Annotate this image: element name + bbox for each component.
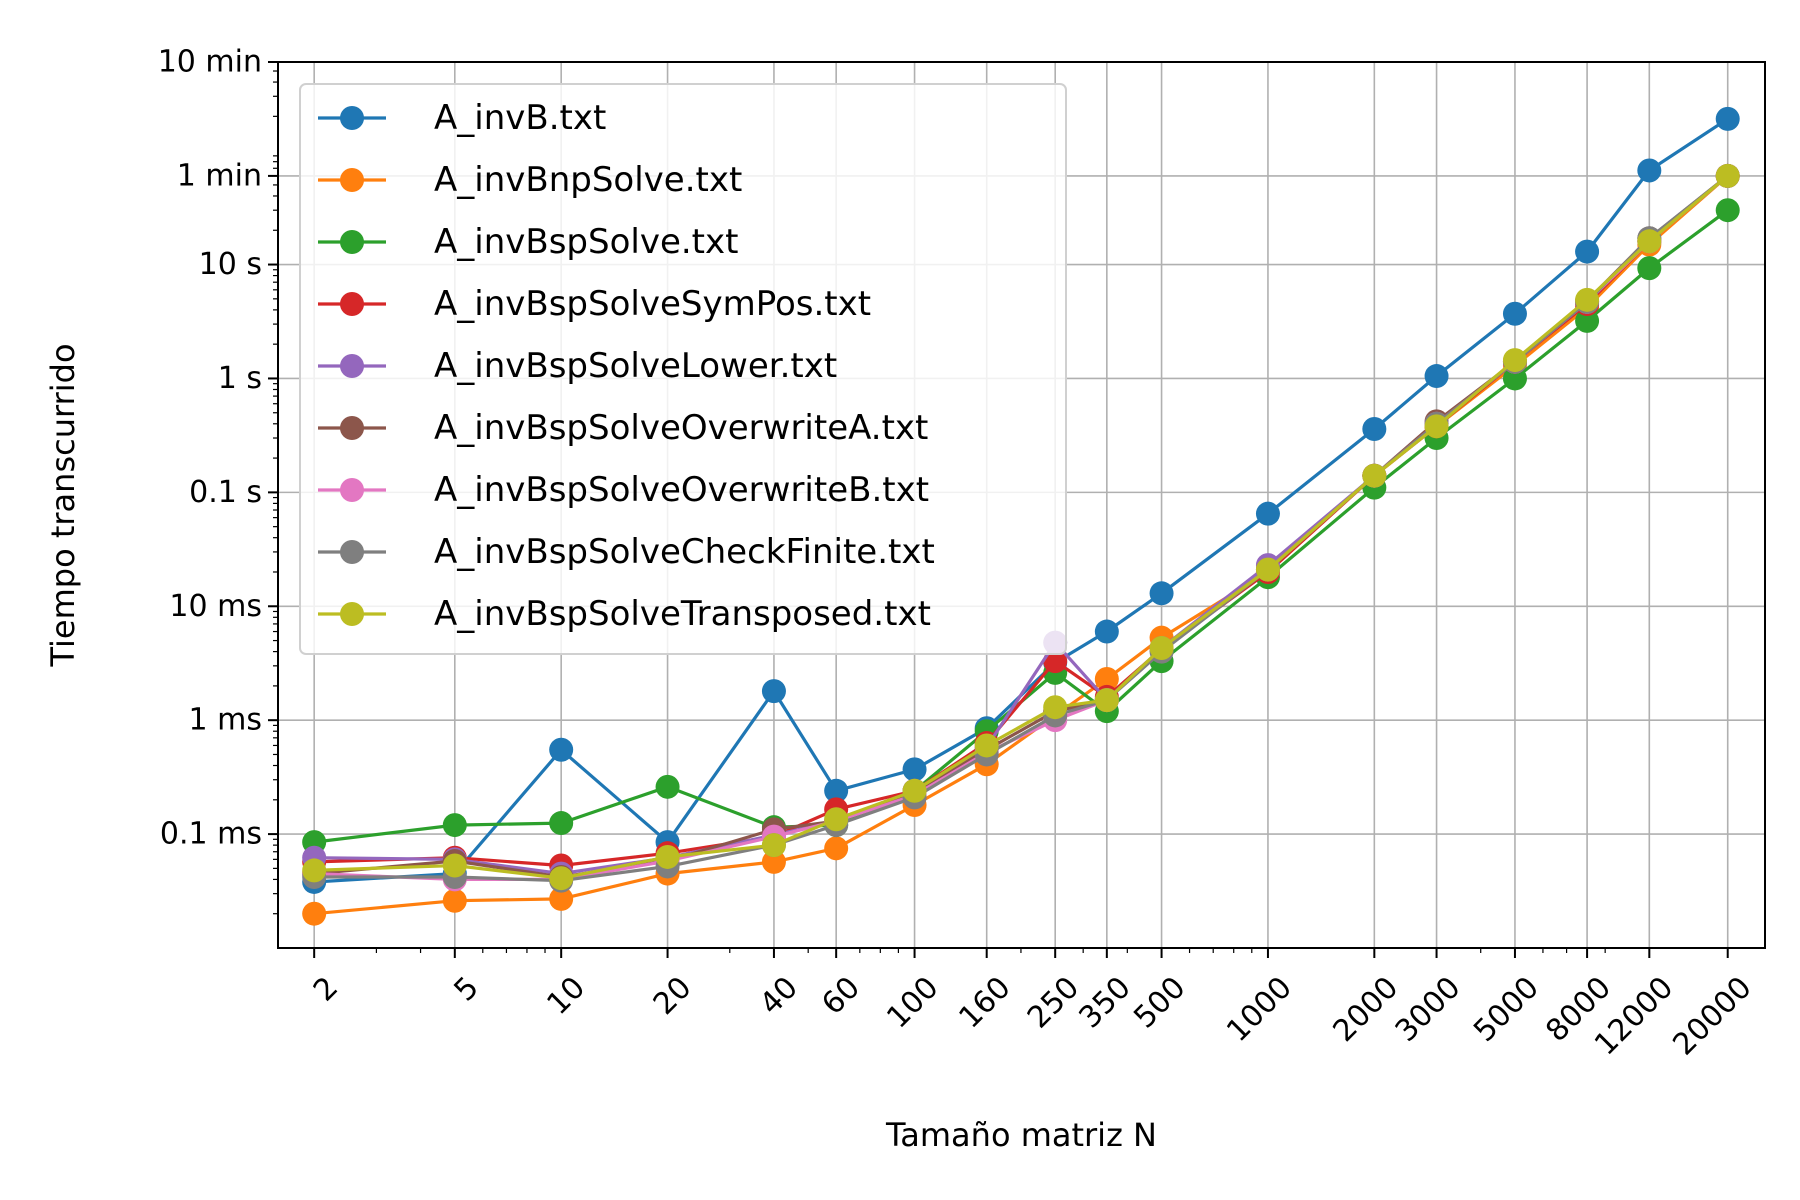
legend-label: A_invBspSolveSymPos.txt	[434, 284, 871, 324]
data-point	[302, 901, 327, 926]
legend-item-3: A_invBspSolve.txt	[318, 222, 738, 262]
data-point	[1502, 301, 1527, 326]
series-line	[314, 117, 1729, 884]
y-tick-label: 10 min	[158, 45, 262, 80]
data-point	[974, 733, 999, 758]
x-axis-title: Tamaño matriz N	[885, 1116, 1157, 1154]
data-point	[655, 844, 680, 869]
data-point	[549, 886, 574, 911]
series-line	[314, 174, 1729, 880]
data-point	[1255, 501, 1280, 526]
data-point	[761, 679, 786, 704]
data-point	[1362, 463, 1387, 488]
data-point	[655, 774, 680, 799]
data-point	[1149, 636, 1174, 661]
legend: A_invB.txt A_invBnpSolve.txt A_invBspSolve…	[299, 83, 1067, 655]
data-point	[1715, 163, 1740, 188]
legend-item-9: A_invBspSolveTransposed.txt	[318, 594, 931, 634]
legend-item-6: A_invBspSolveOverwriteA.txt	[318, 408, 928, 448]
legend-label: A_invBspSolveOverwriteA.txt	[434, 408, 928, 448]
series-line	[314, 174, 1729, 916]
data-point	[1637, 229, 1662, 254]
y-tick-label: 10 s	[199, 247, 262, 282]
legend-marker	[340, 168, 364, 192]
data-point	[824, 778, 849, 803]
legend-label: A_invBnpSolve.txt	[434, 160, 742, 200]
legend-marker	[340, 540, 364, 564]
legend-item-7: A_invBspSolveOverwriteB.txt	[318, 470, 929, 510]
y-tick-label: 1 ms	[189, 703, 262, 738]
legend-marker	[340, 354, 364, 378]
y-axis-ticks: 0.1 ms 1 ms 10 ms 0.1 s 1 s 10 s 1 min 10 min	[158, 45, 278, 915]
data-point	[1149, 581, 1174, 606]
legend-label: A_invBspSolveCheckFinite.txt	[434, 532, 935, 572]
data-point	[1424, 364, 1449, 389]
data-point	[549, 737, 574, 762]
data-point	[902, 757, 927, 782]
y-tick-label: 1 min	[177, 158, 262, 193]
legend-label: A_invBspSolve.txt	[434, 222, 738, 262]
data-point	[824, 836, 849, 861]
data-point	[1255, 557, 1280, 582]
data-point	[442, 853, 467, 878]
legend-marker	[340, 478, 364, 502]
legend-item-5: A_invBspSolveLower.txt	[318, 346, 837, 386]
data-point	[1424, 414, 1449, 439]
data-point	[442, 813, 467, 838]
legend-item-8: A_invBspSolveCheckFinite.txt	[318, 532, 935, 572]
legend-label: A_invBspSolveTransposed.txt	[434, 594, 931, 634]
data-point	[1502, 366, 1527, 391]
data-point	[824, 807, 849, 832]
y-tick-label: 0.1 ms	[160, 817, 262, 852]
data-point	[549, 866, 574, 891]
data-point	[1502, 348, 1527, 373]
y-tick-label: 0.1 s	[189, 475, 262, 510]
data-point	[442, 888, 467, 913]
data-point	[1094, 688, 1119, 713]
legend-marker	[340, 106, 364, 130]
series-9	[302, 163, 1740, 891]
data-point	[1094, 666, 1119, 691]
data-point	[761, 833, 786, 858]
data-point	[549, 811, 574, 836]
legend-label: A_invBspSolveLower.txt	[434, 346, 837, 386]
legend-marker	[340, 416, 364, 440]
data-point	[1043, 649, 1068, 674]
legend-marker	[340, 602, 364, 626]
data-point	[1637, 256, 1662, 281]
data-point	[1094, 619, 1119, 644]
data-point	[302, 858, 327, 883]
data-point	[1575, 287, 1600, 312]
data-point	[1715, 198, 1740, 223]
data-point	[1575, 239, 1600, 264]
data-point	[1362, 416, 1387, 441]
y-axis-title: Tiempo transcurrido	[44, 343, 82, 667]
data-point	[1575, 308, 1600, 333]
data-point	[761, 849, 786, 874]
series-line	[314, 208, 1729, 844]
legend-marker	[340, 292, 364, 316]
series-layer	[302, 106, 1740, 926]
data-point	[1715, 106, 1740, 131]
data-point	[902, 778, 927, 803]
data-point	[1637, 158, 1662, 183]
legend-item-1: A_invB.txt	[318, 98, 606, 138]
legend-label: A_invBspSolveOverwriteB.txt	[434, 470, 929, 510]
legend-marker	[340, 230, 364, 254]
y-tick-label: 1 s	[218, 361, 262, 396]
data-point	[1043, 695, 1068, 720]
legend-item-2: A_invBnpSolve.txt	[318, 160, 742, 200]
legend-box	[299, 83, 1067, 655]
legend-label: A_invB.txt	[434, 98, 606, 138]
legend-item-4: A_invBspSolveSymPos.txt	[318, 284, 871, 324]
y-tick-label: 10 ms	[169, 589, 262, 624]
